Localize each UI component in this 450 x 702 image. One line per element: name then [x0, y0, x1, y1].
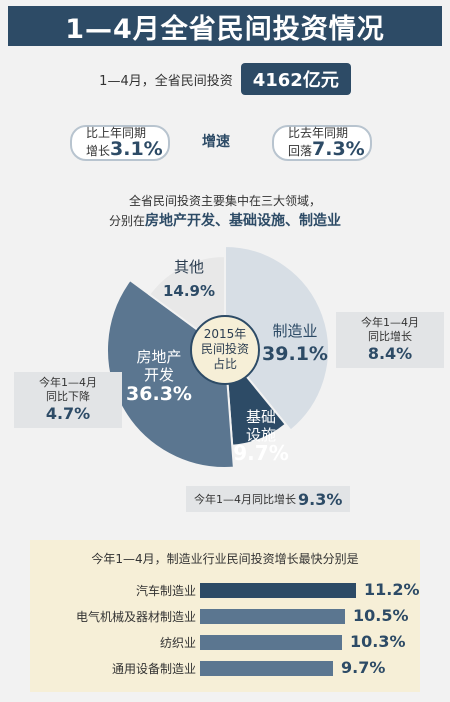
- pie-slice-0: [224, 244, 330, 432]
- growth-left-value: 3.1%: [110, 138, 163, 160]
- growth-left-box: 比上年同期 增长3.1%: [70, 125, 170, 161]
- callout-manufacturing: 今年1—4月 同比增长 8.4%: [336, 312, 444, 368]
- bar-row-2: 纺织业 10.3%: [30, 632, 420, 654]
- pie-slice-value-3: 14.9%: [163, 282, 215, 300]
- pie-slice-name-3: 其他: [174, 258, 204, 276]
- callout-manufacturing-text1: 今年1—4月: [361, 316, 419, 329]
- bar-0: [200, 583, 356, 598]
- growth-left-line2: 增长3.1%: [86, 140, 168, 160]
- pie-slice-value-1: 9.7%: [233, 441, 288, 465]
- bar-label-2: 纺织业: [159, 636, 196, 650]
- growth-left-prefix: 增长: [86, 144, 111, 158]
- total-value: 4162亿元: [240, 63, 351, 95]
- bar-row-0: 汽车制造业 11.2%: [30, 580, 420, 602]
- pie-slice-name-1-1: 设施: [246, 426, 276, 444]
- callout-infrastructure: 今年1—4月同比增长 9.3%: [186, 486, 351, 512]
- manufacturing-bar-panel: 今年1—4月，制造业行业民间投资增长最快分别是 汽车制造业 11.2% 电气机械及器…: [30, 540, 420, 692]
- bar-2: [200, 635, 342, 650]
- callout-real-estate-text1: 今年1—4月: [39, 376, 97, 389]
- pie-slice-name-2-1: 开发: [144, 366, 174, 384]
- pie-slice-value-2: 36.3%: [126, 383, 192, 405]
- focus-prefix: 分别在: [108, 214, 145, 228]
- pie-center-label-2: 占比: [213, 356, 237, 371]
- bar-value-0: 11.2%: [364, 580, 420, 599]
- pie-center-label-1: 民间投资: [201, 341, 249, 356]
- focus-line2: 分别在房地产开发、基础设施、制造业: [0, 210, 450, 230]
- bar-label-1: 电气机械及器材制造业: [75, 610, 196, 624]
- bar-label-3: 通用设备制造业: [111, 662, 196, 676]
- growth-right-value: 7.3%: [312, 138, 365, 160]
- growth-right-line2: 回落7.3%: [288, 140, 370, 160]
- focus-line1: 全省民间投资主要集中在三大领域，: [128, 194, 321, 208]
- focus-bold: 房地产开发、基础设施、制造业: [145, 213, 341, 229]
- callout-manufacturing-text2: 同比增长: [368, 330, 412, 343]
- callout-infrastructure-value: 9.3%: [298, 489, 343, 509]
- bar-label-0: 汽车制造业: [135, 584, 196, 598]
- bar-row-1: 电气机械及器材制造业 10.5%: [30, 606, 420, 628]
- bar-3: [200, 661, 333, 676]
- bar-row-3: 通用设备制造业 9.7%: [30, 658, 420, 680]
- pie-center-circle: [190, 315, 260, 385]
- page-title: 1—4月全省民间投资情况: [8, 6, 442, 46]
- growth-left-line1: 比上年同期: [86, 126, 147, 140]
- pie-slice-name-1-0: 基础: [246, 408, 276, 426]
- callout-infrastructure-text: 今年1—4月同比增长: [194, 493, 296, 506]
- callout-real-estate-text2: 同比下降: [46, 390, 90, 403]
- bar-chart-title: 今年1—4月，制造业行业民间投资增长最快分别是: [91, 552, 359, 566]
- callout-real-estate: 今年1—4月 同比下降 4.7%: [14, 372, 122, 428]
- growth-center-label: 增速: [202, 134, 230, 150]
- growth-right-line1: 比去年同期: [288, 126, 349, 140]
- pie-slice-name-2-0: 房地产: [136, 348, 181, 366]
- growth-right-prefix: 回落: [288, 144, 313, 158]
- pie-slice-name-0: 制造业: [272, 322, 317, 340]
- growth-right-box: 比去年同期 回落7.3%: [272, 125, 372, 161]
- bar-value-2: 10.3%: [350, 632, 406, 651]
- pie-slice-value-0: 39.1%: [262, 343, 328, 365]
- bar-1: [200, 609, 345, 624]
- total-label: 1—4月，全省民间投资: [99, 73, 233, 89]
- bar-value-3: 9.7%: [341, 658, 386, 677]
- total-row: 1—4月，全省民间投资 4162亿元: [0, 63, 450, 95]
- bar-value-1: 10.5%: [353, 606, 409, 625]
- pie-center-label-0: 2015年: [204, 327, 247, 341]
- callout-manufacturing-value: 8.4%: [367, 344, 413, 363]
- callout-real-estate-value: 4.7%: [45, 404, 91, 423]
